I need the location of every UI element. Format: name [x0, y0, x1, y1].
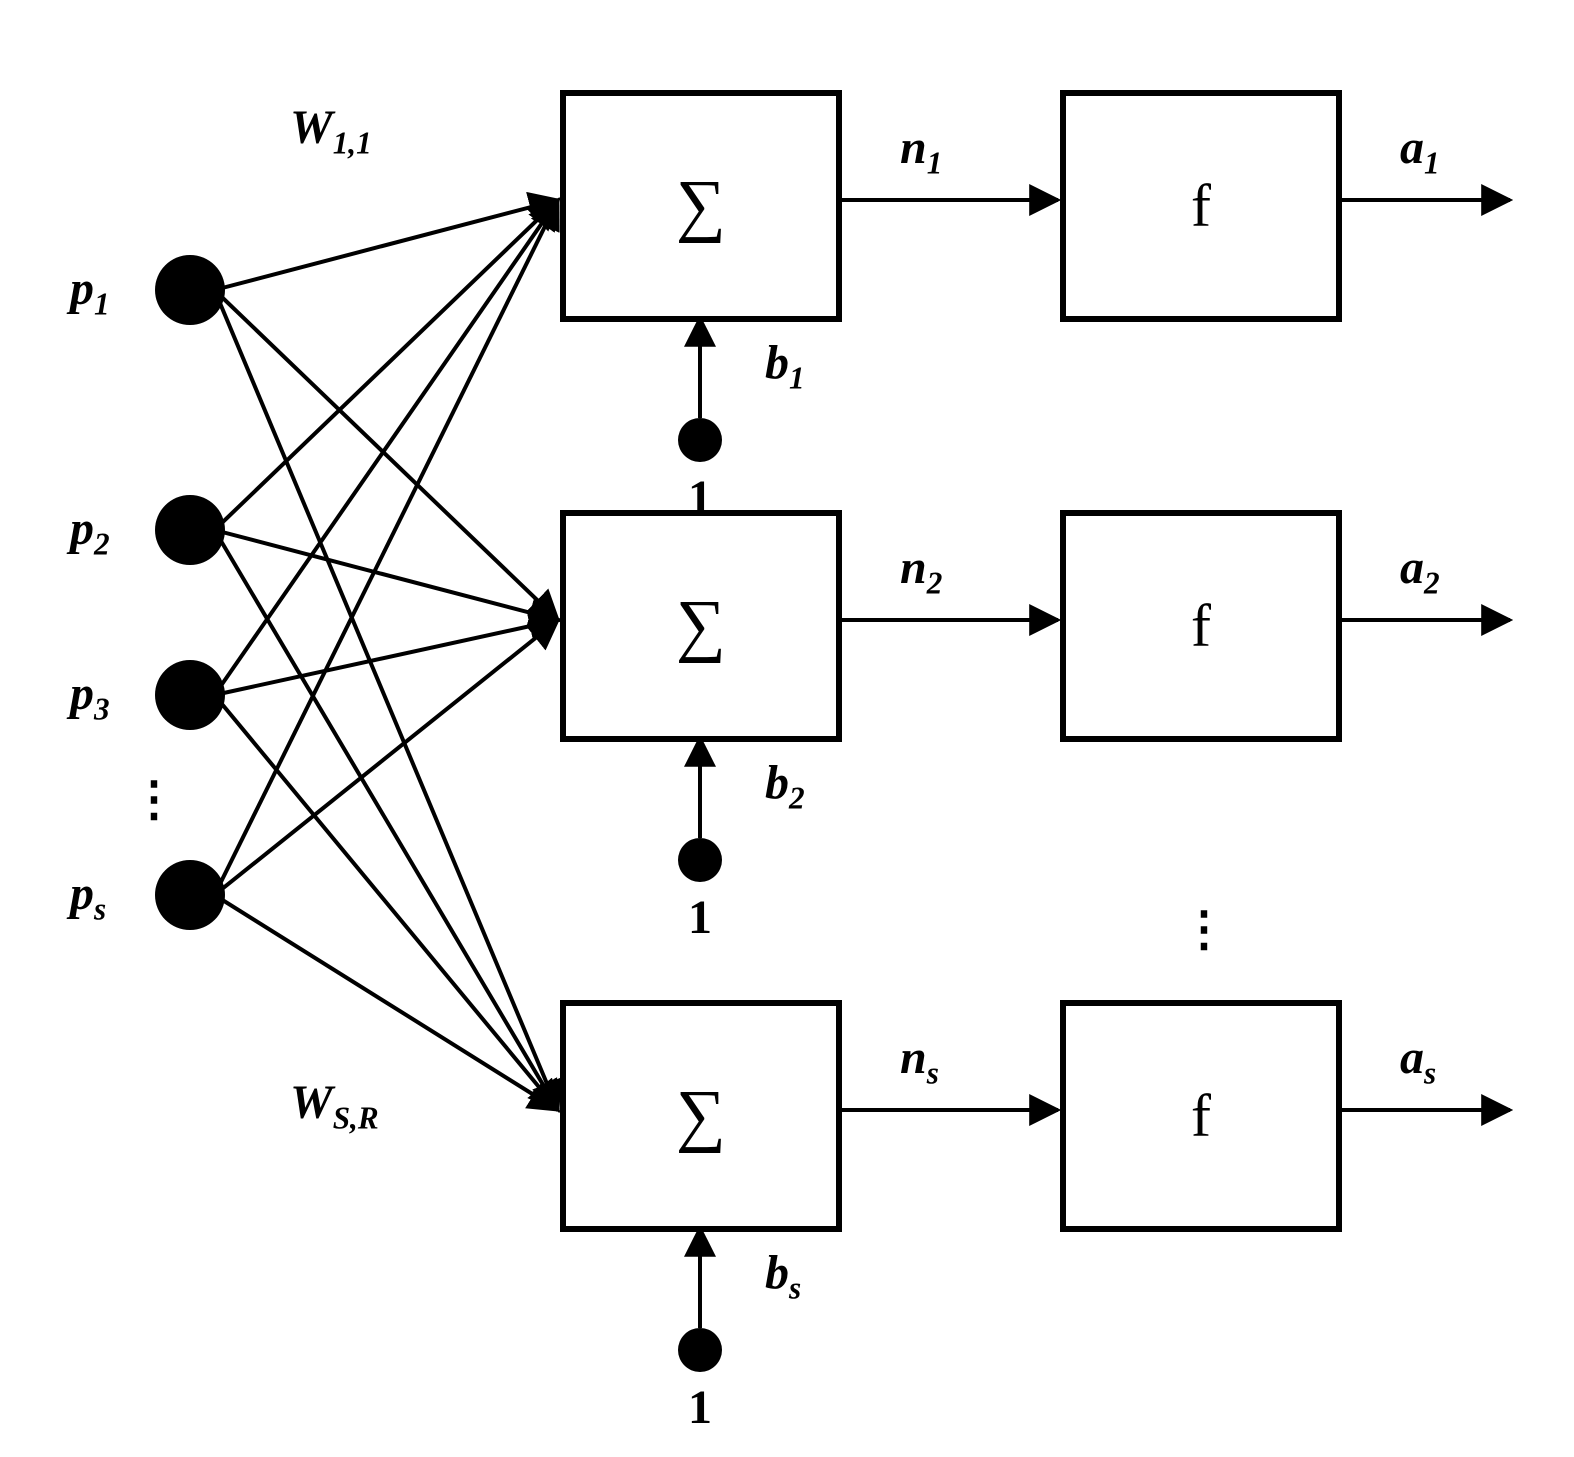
sum-box-ns: ∑ [560, 1000, 842, 1232]
f-symbol: f [1191, 592, 1211, 661]
input-vdots: ⋮ [130, 790, 178, 809]
bias-node-n2 [678, 838, 722, 882]
sigma-symbol: ∑ [676, 586, 726, 666]
sigma-symbol: ∑ [676, 1076, 726, 1156]
func-box-n1: f [1060, 90, 1342, 322]
n-label-n1: n1 [900, 120, 942, 182]
sum-box-n2: ∑ [560, 510, 842, 742]
sum-box-n1: ∑ [560, 90, 842, 322]
func-box-ns: f [1060, 1000, 1342, 1232]
f-symbol: f [1191, 172, 1211, 241]
weight-label-1: WS,R [290, 1075, 379, 1137]
n-label-n2: n2 [900, 540, 942, 602]
sigma-symbol: ∑ [676, 166, 726, 246]
bias-label-n2: b2 [765, 755, 805, 817]
input-node-p1 [155, 255, 225, 325]
a-label-n1: a1 [1400, 120, 1440, 182]
input-label-p2: p2 [70, 501, 110, 563]
bias-label-n1: b1 [765, 335, 805, 397]
f-symbol: f [1191, 1082, 1211, 1151]
a-label-n2: a2 [1400, 540, 1440, 602]
input-node-p2 [155, 495, 225, 565]
n-label-ns: ns [900, 1030, 939, 1092]
input-node-ps [155, 860, 225, 930]
input-label-p1: p1 [70, 261, 110, 323]
a-label-ns: as [1400, 1030, 1436, 1092]
bias-node-n1 [678, 418, 722, 462]
input-label-ps: ps [70, 866, 106, 928]
bias-one-n2: 1 [688, 890, 712, 945]
bias-one-ns: 1 [688, 1380, 712, 1435]
func-box-n2: f [1060, 510, 1342, 742]
bias-node-ns [678, 1328, 722, 1372]
input-node-p3 [155, 660, 225, 730]
bias-label-ns: bs [765, 1245, 801, 1307]
neural-network-diagram: p1p2p3ps⋮∑fn1a1b11∑fn2a2b21∑fnsasbs1⋮W1,… [0, 0, 1574, 1457]
weight-label-0: W1,1 [290, 100, 372, 162]
neuron-vdots: ⋮ [1180, 920, 1228, 939]
input-label-p3: p3 [70, 666, 110, 728]
